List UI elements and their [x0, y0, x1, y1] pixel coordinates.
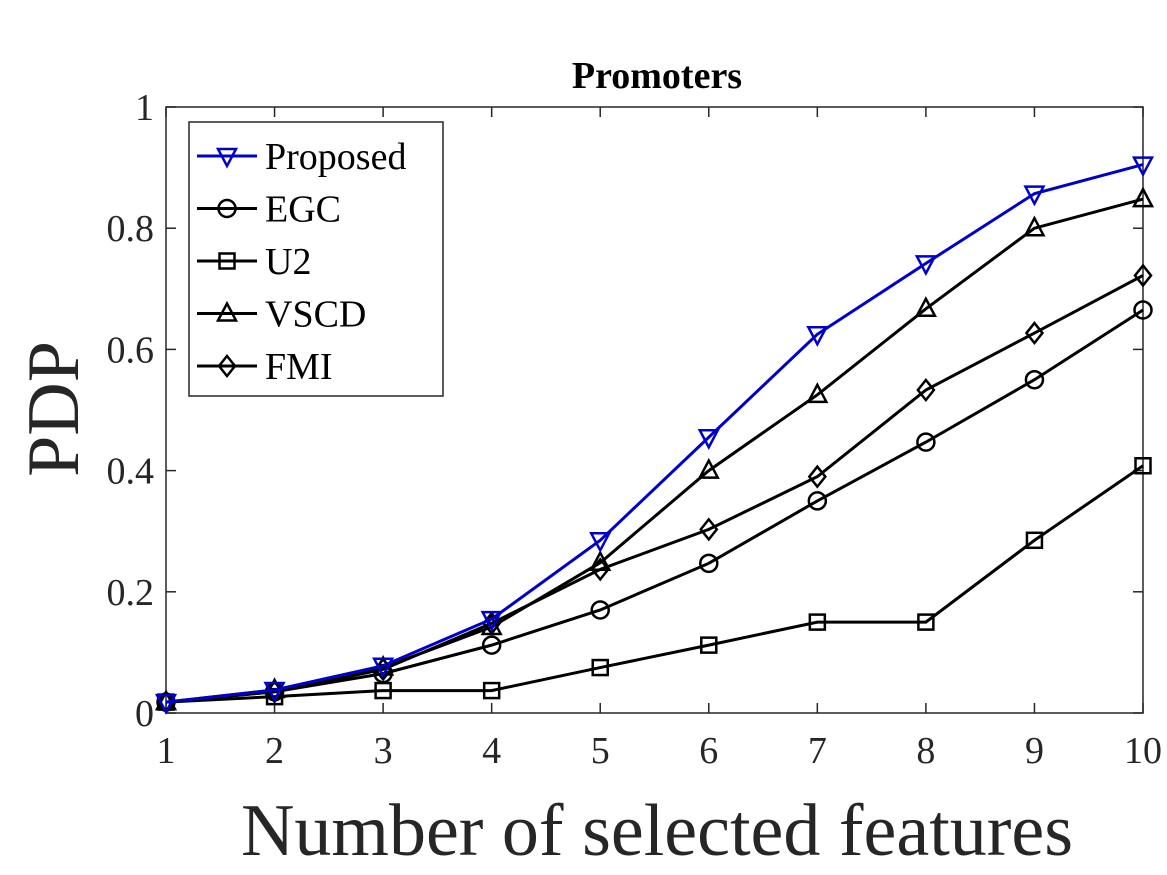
legend-marker-vscd: [215, 300, 239, 322]
data-point-egc: [916, 432, 936, 452]
series-line-u2: [165, 464, 1144, 704]
x-tick-label: 6: [699, 730, 718, 772]
data-point-fmi: [699, 517, 719, 542]
legend-item-egc: EGC: [197, 189, 341, 231]
legend-label-fmi: FMI: [265, 346, 333, 388]
data-point-vscd: [806, 382, 829, 404]
y-axis-title: PDP: [13, 341, 95, 477]
legend-item-fmi: FMI: [197, 346, 333, 388]
y-tick-label: 1: [135, 87, 154, 129]
legend-marker-u2: [218, 252, 236, 270]
data-point-proposed: [263, 681, 286, 703]
data-point-proposed: [589, 532, 612, 553]
data-point-proposed: [914, 255, 937, 277]
data-point-egc: [590, 600, 610, 620]
series-u2: [157, 457, 1152, 711]
data-point-u2: [482, 681, 501, 700]
legend-marker-egc: [217, 198, 237, 219]
legend-item-proposed: Proposed: [197, 136, 406, 178]
series-line-egc: [165, 308, 1144, 704]
series-line-proposed: [165, 163, 1144, 704]
data-point-u2: [1025, 531, 1044, 550]
legend-item-u2: U2: [197, 241, 311, 283]
data-point-proposed: [806, 326, 829, 347]
data-point-egc: [1133, 300, 1153, 320]
data-point-egc: [807, 491, 828, 511]
x-tick-label: 2: [265, 730, 284, 772]
data-point-proposed: [1131, 156, 1155, 178]
data-point-u2: [917, 613, 935, 631]
x-tick-label: 4: [482, 730, 501, 772]
data-point-u2: [591, 658, 609, 677]
legend-item-vscd: VSCD: [197, 294, 366, 336]
data-point-proposed: [480, 610, 503, 632]
plot-area-frame: [165, 106, 1144, 714]
y-tick-label: 0.8: [107, 208, 155, 250]
data-point-fmi: [916, 378, 936, 403]
legend-marker-proposed: [215, 147, 239, 169]
y-tick-label: 0.4: [107, 451, 155, 493]
x-tick-label: 8: [916, 730, 935, 772]
data-point-vscd: [697, 457, 720, 479]
y-tick-label: 0.6: [107, 329, 155, 371]
data-point-vscd: [914, 296, 937, 318]
data-point-fmi: [590, 557, 610, 582]
legend-label-u2: U2: [265, 241, 311, 283]
series-line-fmi: [165, 274, 1144, 704]
legend-label-proposed: Proposed: [265, 136, 406, 178]
x-tick-label: 10: [1124, 730, 1162, 772]
data-point-proposed: [372, 657, 395, 679]
data-point-proposed: [1023, 185, 1046, 207]
legend-box: [188, 121, 444, 397]
data-point-proposed: [697, 429, 720, 450]
x-axis-title: Number of selected features: [241, 790, 1073, 872]
data-point-fmi: [1024, 321, 1045, 346]
data-point-fmi: [1133, 263, 1153, 288]
data-point-proposed: [154, 693, 178, 715]
y-tick-label: 0: [135, 693, 154, 735]
x-tick-label: 5: [591, 730, 610, 772]
data-point-u2: [1134, 457, 1152, 475]
x-tick-label: 7: [808, 730, 827, 772]
legend-label-egc: EGC: [265, 189, 341, 231]
legend: Proposed EGC U2 VSCD FMI: [188, 121, 444, 397]
data-point-egc: [481, 635, 502, 655]
data-point-u2: [374, 681, 392, 700]
data-point-egc: [1024, 369, 1045, 390]
series-proposed: [154, 156, 1155, 715]
legend-marker-fmi: [217, 353, 237, 379]
x-tick-label: 1: [157, 730, 176, 772]
y-tick-label: 0.2: [107, 572, 155, 614]
data-point-u2: [700, 636, 718, 654]
chart-title: Promoters: [572, 55, 742, 97]
data-point-vscd: [1023, 215, 1046, 237]
x-tick-label: 3: [374, 730, 393, 772]
data-point-egc: [699, 553, 719, 574]
data-point-vscd: [1131, 186, 1155, 208]
data-point-u2: [808, 613, 827, 631]
x-tick-label: 9: [1025, 730, 1044, 772]
data-point-fmi: [807, 464, 827, 489]
legend-label-vscd: VSCD: [265, 294, 366, 336]
